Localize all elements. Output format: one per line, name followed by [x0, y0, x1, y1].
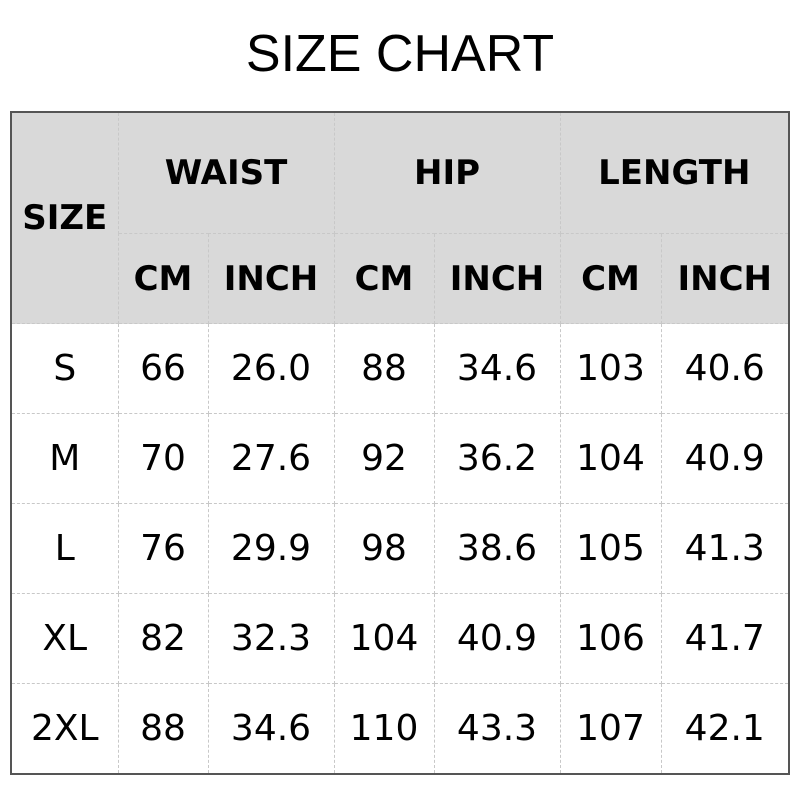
table-row: XL 82 32.3 104 40.9 106 41.7	[10, 593, 790, 684]
measurement-cell: 32.3	[207, 593, 335, 684]
header-unit: CM	[559, 233, 662, 324]
size-cell: S	[10, 323, 119, 414]
header-hip: HIP	[333, 111, 561, 234]
measurement-cell: 41.3	[660, 503, 790, 594]
measurement-cell: 42.1	[660, 683, 790, 775]
table-row: L 76 29.9 98 38.6 105 41.3	[10, 503, 790, 594]
header-unit: CM	[333, 233, 435, 324]
measurement-cell: 82	[117, 593, 209, 684]
measurement-cell: 40.6	[660, 323, 790, 414]
size-cell: XL	[10, 593, 119, 684]
header-unit: INCH	[433, 233, 561, 324]
measurement-cell: 27.6	[207, 413, 335, 504]
measurement-cell: 88	[117, 683, 209, 775]
size-cell: M	[10, 413, 119, 504]
measurement-cell: 76	[117, 503, 209, 594]
measurement-cell: 29.9	[207, 503, 335, 594]
measurement-cell: 34.6	[433, 323, 561, 414]
size-chart-table: SIZE WAIST HIP LENGTH CM INCH CM INCH CM…	[10, 111, 790, 775]
header-size: SIZE	[10, 111, 119, 324]
page-title: SIZE CHART	[245, 25, 555, 83]
measurement-cell: 103	[559, 323, 662, 414]
table-row: M 70 27.6 92 36.2 104 40.9	[10, 413, 790, 504]
measurement-cell: 26.0	[207, 323, 335, 414]
table-row: S 66 26.0 88 34.6 103 40.6	[10, 323, 790, 414]
measurement-cell: 66	[117, 323, 209, 414]
measurement-cell: 40.9	[660, 413, 790, 504]
size-cell: 2XL	[10, 683, 119, 775]
measurement-cell: 40.9	[433, 593, 561, 684]
measurement-cell: 105	[559, 503, 662, 594]
header-unit: INCH	[660, 233, 790, 324]
measurement-cell: 92	[333, 413, 435, 504]
measurement-cell: 98	[333, 503, 435, 594]
header-length: LENGTH	[559, 111, 790, 234]
measurement-cell: 88	[333, 323, 435, 414]
measurement-cell: 107	[559, 683, 662, 775]
header-waist: WAIST	[117, 111, 335, 234]
measurement-cell: 104	[559, 413, 662, 504]
measurement-cell: 36.2	[433, 413, 561, 504]
size-cell: L	[10, 503, 119, 594]
measurement-cell: 43.3	[433, 683, 561, 775]
measurement-cell: 70	[117, 413, 209, 504]
header-unit: CM	[117, 233, 209, 324]
measurement-cell: 106	[559, 593, 662, 684]
table-row: 2XL 88 34.6 110 43.3 107 42.1	[10, 683, 790, 775]
header-unit: INCH	[207, 233, 335, 324]
measurement-cell: 34.6	[207, 683, 335, 775]
measurement-cell: 104	[333, 593, 435, 684]
measurement-cell: 110	[333, 683, 435, 775]
measurement-cell: 41.7	[660, 593, 790, 684]
measurement-cell: 38.6	[433, 503, 561, 594]
